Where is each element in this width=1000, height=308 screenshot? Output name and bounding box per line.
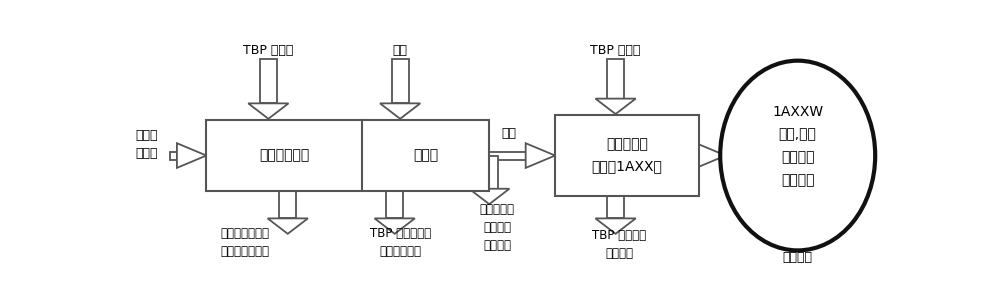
Bar	[555, 115, 698, 196]
Text: 绝大部分裂片元
素、次锕系元素: 绝大部分裂片元 素、次锕系元素	[221, 227, 270, 257]
Text: 1AXXW
含锝,微量
钴镎钚及
裂片元素: 1AXXW 含锝,微量 钴镎钚及 裂片元素	[772, 105, 823, 187]
Polygon shape	[526, 143, 555, 168]
Text: 水相: 水相	[501, 127, 516, 140]
Text: 硝酸: 硝酸	[393, 43, 408, 56]
Text: TBP 有机相，含
大部分钴钚镎: TBP 有机相，含 大部分钴钚镎	[370, 227, 431, 257]
Polygon shape	[268, 218, 308, 234]
Polygon shape	[469, 189, 509, 204]
Text: 钴钚补充萃
取槽（1AXX）: 钴钚补充萃 取槽（1AXX）	[591, 138, 662, 173]
Text: 乏燃料
溶解液: 乏燃料 溶解液	[135, 129, 158, 160]
Text: TBP 萃取剂: TBP 萃取剂	[243, 43, 294, 56]
Text: 含锝，少量
钴镎钚及
裂片元素: 含锝，少量 钴镎钚及 裂片元素	[480, 203, 514, 252]
Polygon shape	[595, 218, 636, 234]
Polygon shape	[375, 218, 415, 234]
Bar	[206, 120, 489, 191]
Polygon shape	[177, 143, 206, 168]
Polygon shape	[481, 156, 498, 189]
Polygon shape	[489, 152, 526, 160]
Polygon shape	[380, 103, 420, 119]
Polygon shape	[248, 103, 289, 119]
Polygon shape	[170, 152, 177, 160]
Text: 锶洗槽: 锶洗槽	[413, 148, 438, 163]
Polygon shape	[386, 191, 403, 218]
Ellipse shape	[720, 61, 875, 250]
Polygon shape	[696, 152, 698, 160]
Polygon shape	[279, 191, 296, 218]
Polygon shape	[260, 59, 277, 103]
Text: 提锝源项: 提锝源项	[783, 252, 813, 265]
Polygon shape	[595, 99, 636, 114]
Text: 共去污萃取槽: 共去污萃取槽	[259, 148, 309, 163]
Polygon shape	[696, 143, 726, 168]
Polygon shape	[607, 59, 624, 99]
Polygon shape	[392, 59, 409, 103]
Polygon shape	[607, 196, 624, 218]
Text: TBP 萃取剂: TBP 萃取剂	[590, 43, 641, 56]
Text: TBP 有机相，
含钴镎钚: TBP 有机相， 含钴镎钚	[592, 229, 647, 260]
